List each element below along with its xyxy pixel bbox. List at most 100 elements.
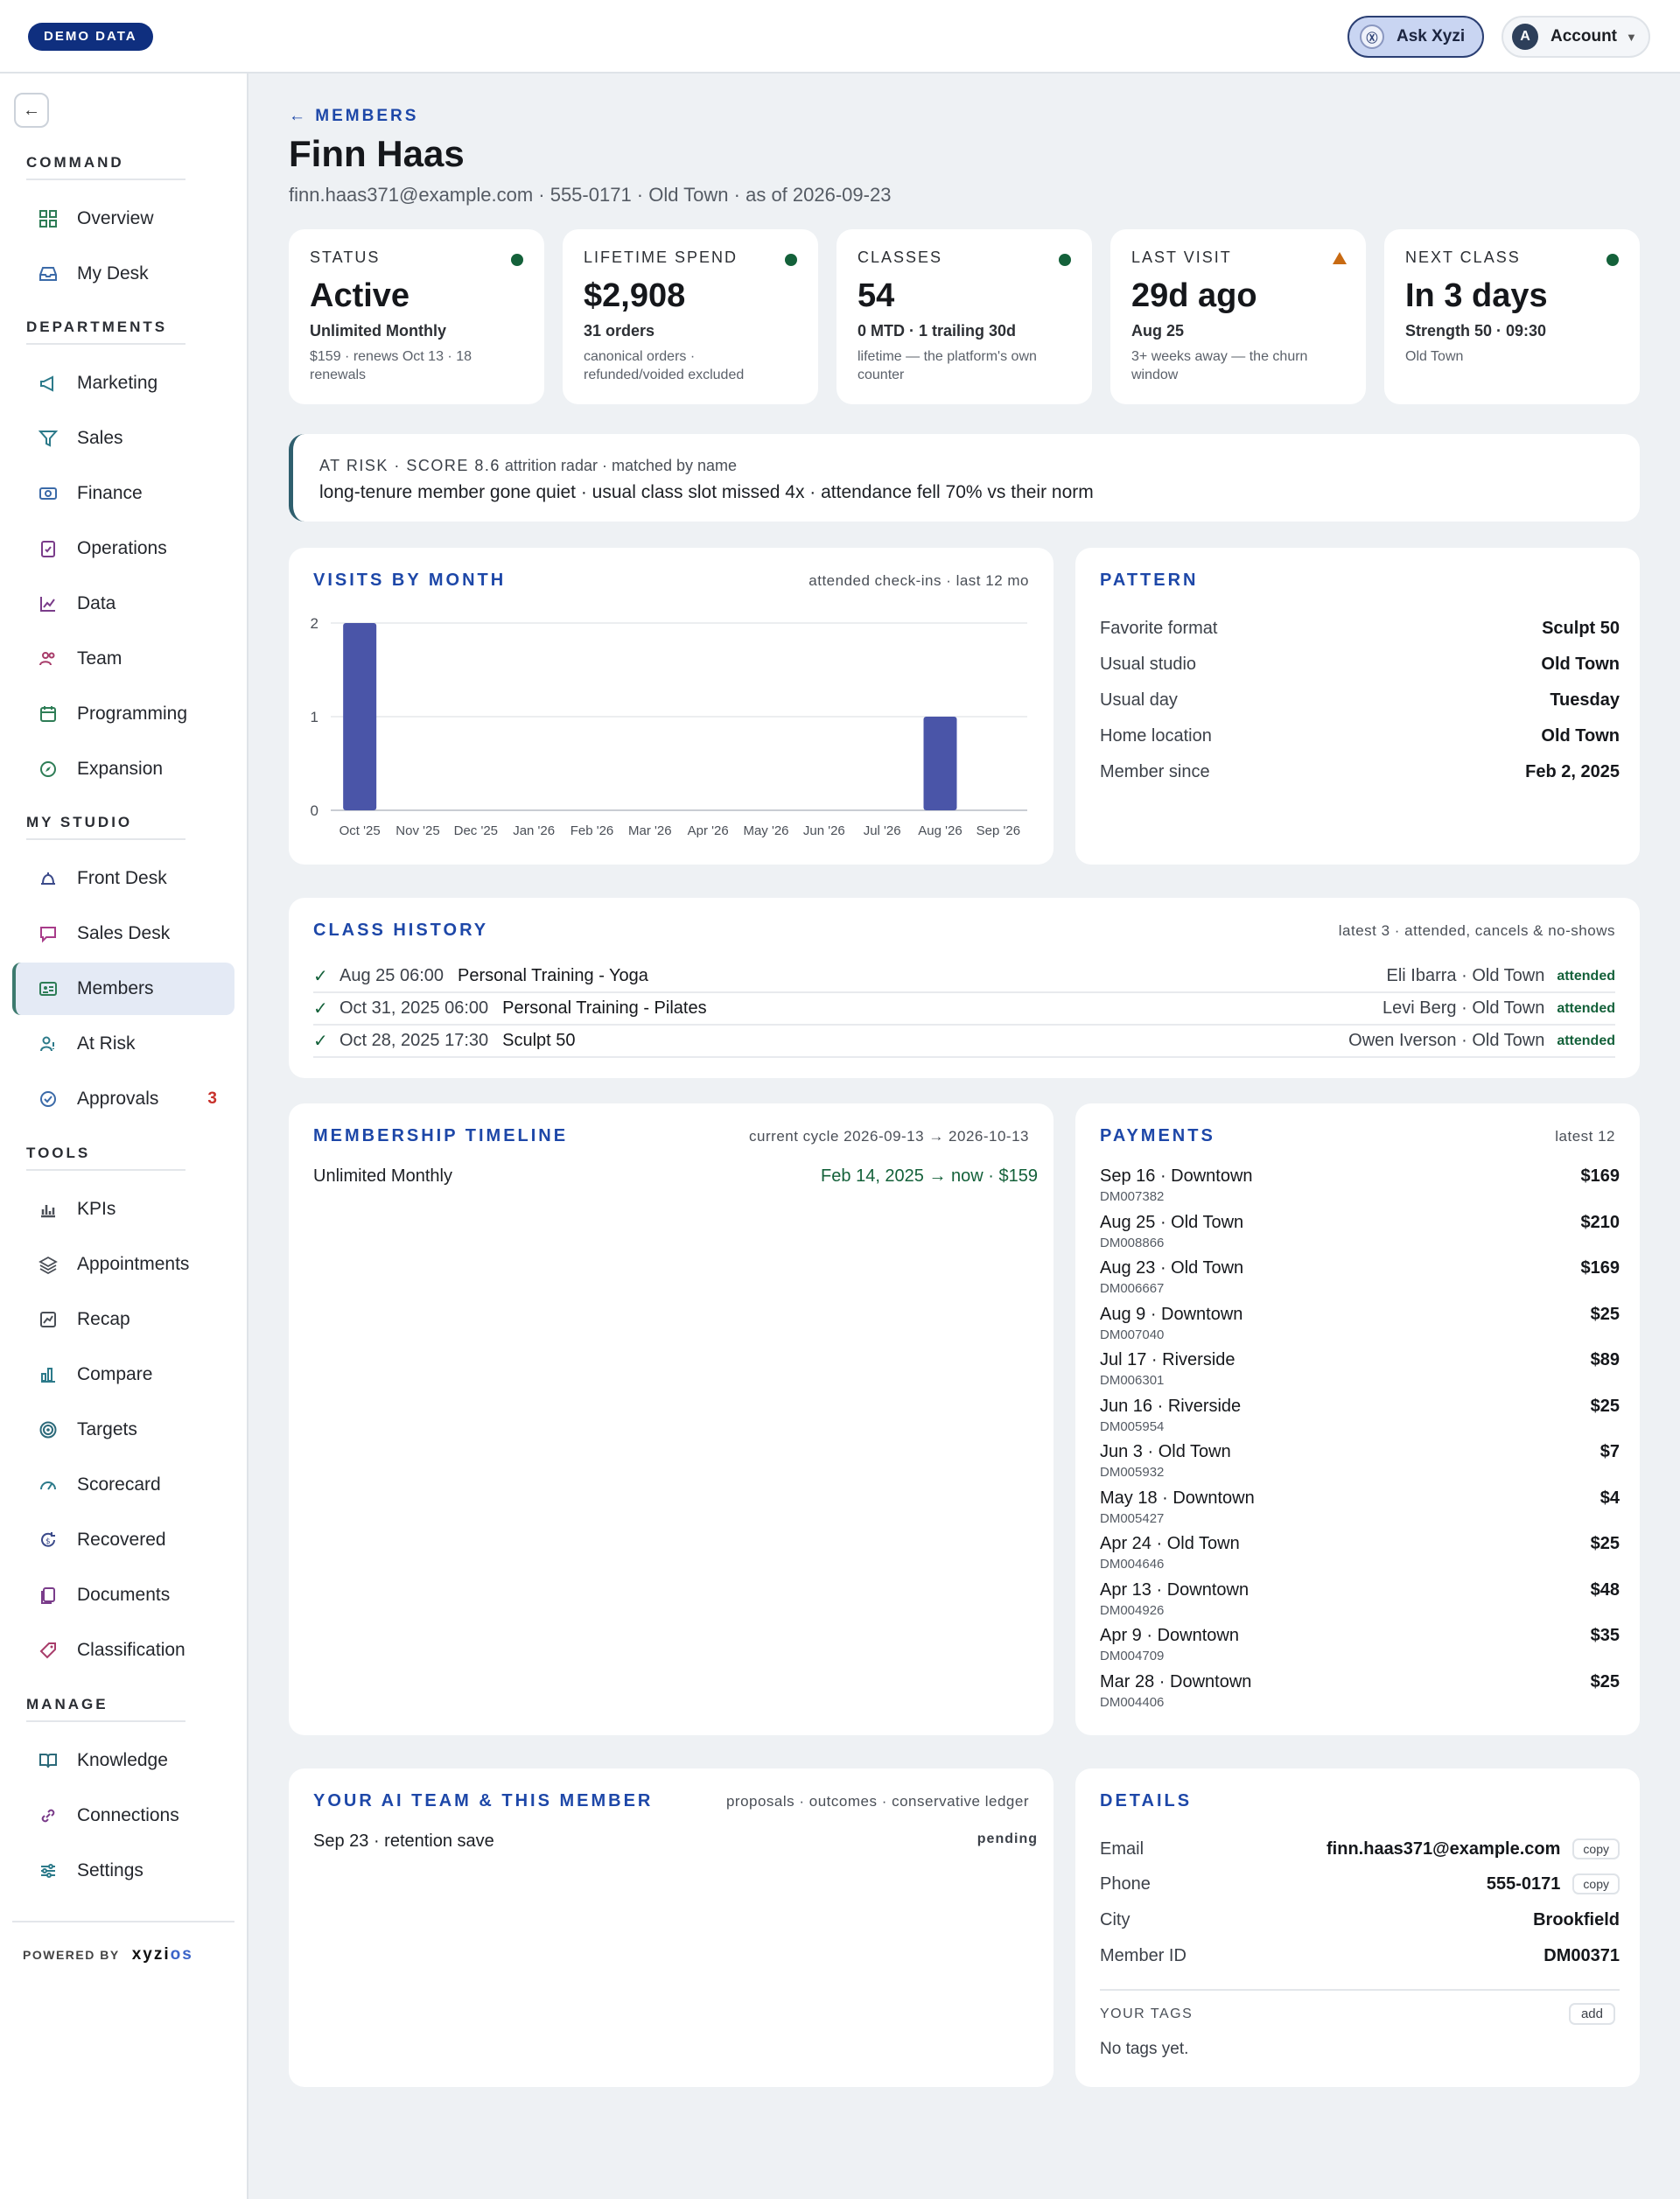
payment-id: DM006667 (1100, 1281, 1165, 1296)
payments-card: PAYMENTS latest 12 Sep 16 · Downtown DM00… (1075, 1103, 1640, 1735)
sidebar-item-operations[interactable]: Operations (12, 522, 234, 575)
kpi-note: 3+ weeks away — the churn window (1131, 349, 1308, 382)
payment-id: DM007040 (1100, 1327, 1165, 1342)
payment-row[interactable]: Aug 23 · Old Town DM006667 $169 (1100, 1258, 1620, 1304)
sidebar-item-at-risk[interactable]: At Risk (12, 1018, 234, 1070)
link-icon (37, 1804, 60, 1827)
pattern-card: PATTERN Favorite format Sculpt 50 Usual s… (1075, 548, 1640, 865)
sidebar-item-overview[interactable]: Overview (12, 193, 234, 245)
sidebar-item-connections[interactable]: Connections (12, 1789, 234, 1842)
payment-row[interactable]: Jul 17 · Riverside DM006301 $89 (1100, 1350, 1620, 1396)
kpi-label: CLASSES (858, 249, 943, 266)
sidebar-item-settings[interactable]: Settings (12, 1845, 234, 1897)
sidebar-item-front-desk[interactable]: Front Desk (12, 852, 234, 905)
proposal-name: Sep 23 · retention save (313, 1831, 494, 1851)
ask-xyzi-button[interactable]: Ⓧ Ask Xyzi (1348, 16, 1484, 58)
payment-amount: $25 (1590, 1304, 1620, 1324)
users-icon (37, 648, 60, 670)
sidebar-item-label: Marketing (77, 373, 158, 393)
sidebar-item-recovered[interactable]: $ Recovered (12, 1514, 234, 1566)
sidebar-item-data[interactable]: Data (12, 578, 234, 630)
sidebar-item-label: Sales (77, 428, 123, 448)
section-command: COMMAND (26, 154, 124, 171)
payment-row[interactable]: Apr 24 · Old Town DM004646 $25 (1100, 1534, 1620, 1579)
payment-amount: $25 (1590, 1534, 1620, 1553)
payment-row[interactable]: Sep 16 · Downtown DM007382 $169 (1100, 1166, 1620, 1212)
payment-date-location: Sep 16 · Downtown (1100, 1166, 1253, 1186)
ask-xyzi-label: Ask Xyzi (1396, 27, 1466, 46)
breadcrumb-members-link[interactable]: ← MEMBERS (289, 107, 419, 125)
sidebar-item-sales-desk[interactable]: Sales Desk (12, 907, 234, 960)
sidebar-item-approvals[interactable]: Approvals 3 (12, 1073, 234, 1125)
payment-id: DM005932 (1100, 1465, 1165, 1480)
powered-by: POWERED BY xyzios (23, 1945, 193, 1964)
y-tick-label: 0 (311, 802, 318, 819)
chart-bar (343, 623, 377, 810)
calendar-icon (37, 703, 60, 725)
sidebar-item-marketing[interactable]: Marketing (12, 357, 234, 410)
class-instructor: Owen Iverson · Old Town (1348, 1031, 1545, 1050)
class-instructor: Eli Ibarra · Old Town (1386, 966, 1545, 985)
pattern-value: Tuesday (1550, 690, 1620, 710)
sidebar-item-documents[interactable]: Documents (12, 1569, 234, 1621)
sidebar-item-expansion[interactable]: Expansion (12, 743, 234, 795)
detail-row-phone: Phone 555-0171 copy (1100, 1866, 1620, 1901)
top-bar: DEMO DATA Ⓧ Ask Xyzi A Account ▼ (0, 0, 1680, 74)
detail-row-city: City Brookfield (1100, 1902, 1620, 1937)
check-icon: ✓ (313, 1032, 328, 1051)
status-badge: pending (976, 1831, 1038, 1846)
sidebar-item-label: Connections (77, 1805, 179, 1825)
sidebar-item-scorecard[interactable]: Scorecard (12, 1459, 234, 1511)
detail-key: City (1100, 1909, 1130, 1929)
table-row[interactable]: ✓ Aug 25 06:00 Personal Training - Yoga … (313, 961, 1615, 993)
sidebar-item-team[interactable]: Team (12, 633, 234, 685)
pattern-row: Usual studio Old Town (1100, 647, 1620, 682)
payment-row[interactable]: Apr 13 · Downtown DM004926 $48 (1100, 1580, 1620, 1626)
payment-row[interactable]: Aug 9 · Downtown DM007040 $25 (1100, 1305, 1620, 1350)
sidebar-item-programming[interactable]: Programming (12, 688, 234, 740)
payment-row[interactable]: Apr 9 · Downtown DM004709 $35 (1100, 1626, 1620, 1671)
payment-row[interactable]: Jun 16 · Riverside DM005954 $25 (1100, 1397, 1620, 1442)
sidebar-item-label: Targets (77, 1419, 137, 1439)
sidebar-item-targets[interactable]: Targets (12, 1404, 234, 1456)
table-row[interactable]: ✓ Oct 31, 2025 06:00 Personal Training -… (313, 993, 1615, 1026)
sidebar-item-members[interactable]: Members (12, 963, 234, 1015)
sidebar-item-label: Recap (77, 1309, 130, 1329)
sidebar-item-classification[interactable]: Classification (12, 1624, 234, 1677)
sidebar-item-appointments[interactable]: Appointments (12, 1238, 234, 1291)
proposal-row[interactable]: Sep 23 · retention save pending (313, 1831, 1038, 1852)
payment-row[interactable]: Jun 3 · Old Town DM005932 $7 (1100, 1442, 1620, 1488)
sidebar-item-finance[interactable]: Finance (12, 467, 234, 520)
payment-row[interactable]: May 18 · Downtown DM005427 $4 (1100, 1488, 1620, 1534)
page-subtitle: finn.haas371@example.com · 555-0171 · Ol… (289, 184, 892, 206)
table-row[interactable]: ✓ Oct 28, 2025 17:30 Sculpt 50 Owen Iver… (313, 1026, 1615, 1058)
payment-row[interactable]: Aug 25 · Old Town DM008866 $210 (1100, 1213, 1620, 1258)
svg-text:$: $ (46, 1537, 51, 1546)
check-icon: ✓ (313, 999, 328, 1019)
tag-icon (37, 1639, 60, 1662)
sidebar-item-sales[interactable]: Sales (12, 412, 234, 465)
payment-id: DM004709 (1100, 1649, 1165, 1663)
sidebar-item-compare[interactable]: Compare (12, 1348, 234, 1401)
payment-date-location: May 18 · Downtown (1100, 1488, 1255, 1508)
detail-value: Brookfield (1533, 1909, 1620, 1929)
sidebar-item-recap[interactable]: Recap (12, 1293, 234, 1346)
pattern-row: Member since Feb 2, 2025 (1100, 754, 1620, 789)
no-tags-text: No tags yet. (1100, 2040, 1189, 2058)
check-circle-icon (37, 1088, 60, 1110)
payment-date-location: Jul 17 · Riverside (1100, 1350, 1236, 1369)
sidebar-item-my-desk[interactable]: My Desk (12, 248, 234, 300)
account-menu-button[interactable]: A Account ▼ (1502, 16, 1650, 58)
copy-email-button[interactable]: copy (1572, 1838, 1620, 1859)
collapse-sidebar-button[interactable]: ← (14, 93, 49, 128)
brand-name: xyzi (131, 1945, 171, 1964)
sidebar-item-knowledge[interactable]: Knowledge (12, 1734, 234, 1787)
sidebar-item-kpis[interactable]: KPIs (12, 1183, 234, 1236)
add-tag-button[interactable]: add (1568, 2003, 1615, 2025)
payment-row[interactable]: Mar 28 · Downtown DM004406 $25 (1100, 1672, 1620, 1718)
payment-date-location: Jun 16 · Riverside (1100, 1396, 1242, 1416)
x-tick-label: Jun '26 (803, 823, 845, 838)
status-ok-indicator (785, 254, 797, 266)
payment-amount: $25 (1590, 1396, 1620, 1416)
copy-phone-button[interactable]: copy (1572, 1873, 1620, 1894)
